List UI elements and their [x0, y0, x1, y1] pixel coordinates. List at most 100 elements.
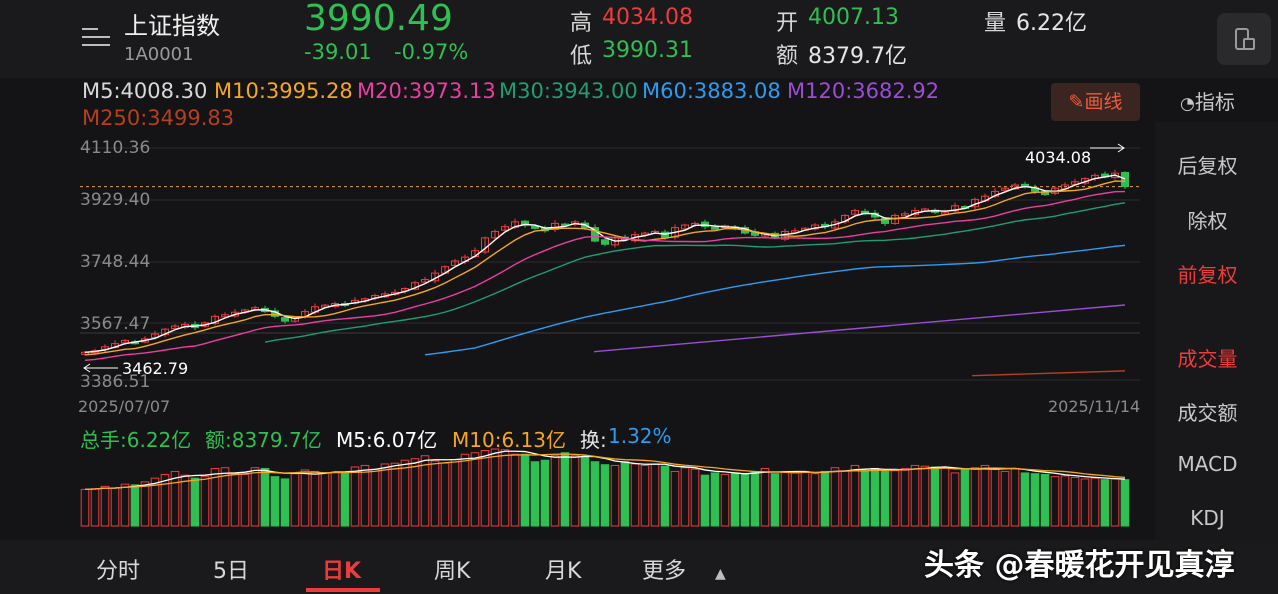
ma10-line	[84, 180, 1126, 356]
period-tab-bar	[0, 540, 1278, 594]
candlestick-chart[interactable]	[0, 0, 1150, 540]
draw-line-button[interactable]: ✎画线	[1051, 83, 1140, 121]
rp-volume[interactable]: 成交量	[1177, 347, 1238, 371]
volume-bar	[760, 467, 770, 527]
tab-weekly-k[interactable]: 周K	[434, 559, 471, 584]
ma30-line	[264, 202, 1126, 343]
vol-m10: M10:6.13亿	[452, 428, 566, 452]
volume-bar	[730, 472, 740, 527]
candle-body	[281, 317, 289, 322]
vol-turnover-label: 换:	[580, 428, 607, 452]
candle-body	[221, 314, 229, 318]
rp-forward-adjusted[interactable]: 前复权	[1177, 263, 1238, 287]
volume-bar	[350, 466, 360, 527]
menu-icon[interactable]	[82, 26, 110, 50]
volume-bar	[930, 466, 940, 527]
max-marker-arrow	[1090, 143, 1125, 153]
active-tab-indicator	[306, 588, 380, 592]
volume-bar	[810, 473, 820, 527]
volume-bar	[280, 478, 290, 527]
volume-bar	[570, 455, 580, 527]
stock-code: 1A0001	[124, 44, 194, 65]
tab-daily-k[interactable]: 日K	[322, 559, 362, 584]
low-label: 低	[570, 44, 593, 69]
candle-body	[601, 239, 609, 245]
indicator-button[interactable]: ◔指标	[1180, 86, 1235, 115]
right-panel: 后复权 除权 前复权 成交量 成交额 MACD KDJ	[1155, 122, 1278, 540]
landscape-toggle-button[interactable]	[1217, 13, 1271, 65]
candle-body	[501, 226, 509, 231]
volume-bar	[620, 461, 630, 527]
tab-monthly-k[interactable]: 月K	[545, 559, 582, 584]
ma30-label: M30:3943.00	[499, 79, 638, 103]
y-tick-5: 3386.51	[80, 372, 151, 392]
caret-up-icon: ▲	[715, 566, 726, 582]
candle-body	[571, 221, 579, 225]
volume-bar	[100, 485, 110, 527]
tab-intraday[interactable]: 分时	[96, 559, 141, 584]
volume-bar	[860, 470, 870, 527]
candle-body	[1121, 171, 1129, 188]
volume-bar	[200, 476, 210, 527]
tab-more[interactable]: 更多 ▲	[642, 553, 726, 585]
rp-amount[interactable]: 成交额	[1177, 401, 1238, 425]
volume-bar	[1070, 476, 1080, 527]
rp-kdj[interactable]: KDJ	[1190, 506, 1225, 530]
indicator-label: 指标	[1194, 90, 1235, 114]
volume-bar	[980, 464, 990, 527]
candle-body	[951, 205, 959, 212]
ma10-label: M10:3995.28	[214, 79, 353, 103]
low-value: 3990.31	[602, 38, 693, 63]
volume-bar	[610, 464, 620, 527]
y-tick-2: 3929.40	[80, 190, 151, 210]
volume-bar	[290, 473, 300, 527]
rp-ex-rights[interactable]: 除权	[1187, 209, 1228, 233]
candle-body	[211, 315, 219, 324]
price-change-pct: -0.97%	[394, 40, 469, 64]
volume-bar	[240, 473, 250, 527]
rp-macd[interactable]: MACD	[1177, 452, 1238, 476]
ma60-label: M60:3883.08	[642, 79, 781, 103]
volume-value: 6.22亿	[1016, 11, 1087, 36]
volume-bar	[790, 472, 800, 527]
min-marker-label: 3462.79	[122, 359, 189, 378]
volume-bar	[720, 473, 730, 527]
y-tick-1: 4110.36	[80, 138, 151, 158]
volume-bar	[430, 460, 440, 527]
min-marker-arrow	[83, 363, 118, 373]
vol-turnover: 1.32%	[608, 424, 672, 448]
y-tick-4: 3567.47	[80, 314, 151, 334]
volume-bar	[800, 470, 810, 527]
candle-body	[451, 260, 459, 266]
volume-bar	[670, 470, 680, 527]
volume-bar	[650, 463, 660, 527]
volume-bar	[490, 448, 500, 527]
end-date: 2025/11/14	[1048, 397, 1141, 416]
current-price: 3990.49	[304, 0, 453, 39]
ma5-label: M5:4008.30	[82, 79, 208, 103]
volume-bar	[270, 476, 280, 527]
volume-bar	[740, 473, 750, 527]
candle-body	[851, 210, 859, 215]
volume-bar	[1120, 479, 1130, 527]
candle-body	[681, 224, 689, 230]
volume-bar	[700, 474, 710, 527]
tab-5day[interactable]: 5日	[213, 559, 249, 584]
volume-bar	[130, 484, 140, 527]
volume-bar	[940, 467, 950, 527]
vol-total: 总手:6.22亿	[80, 428, 192, 452]
rp-back-adjusted[interactable]: 后复权	[1177, 154, 1238, 178]
volume-bar	[310, 470, 320, 527]
volume-bar	[780, 470, 790, 527]
volume-bar	[120, 483, 130, 527]
volume-bar	[640, 464, 650, 527]
pencil-icon: ✎	[1068, 91, 1085, 113]
volume-bar	[710, 472, 720, 527]
volume-bar	[1050, 476, 1060, 527]
volume-bar	[1020, 472, 1030, 527]
volume-bar	[530, 461, 540, 527]
volume-bar	[680, 467, 690, 527]
start-date: 2025/07/07	[78, 397, 171, 416]
candle-body	[591, 227, 599, 242]
volume-bar	[590, 461, 600, 527]
